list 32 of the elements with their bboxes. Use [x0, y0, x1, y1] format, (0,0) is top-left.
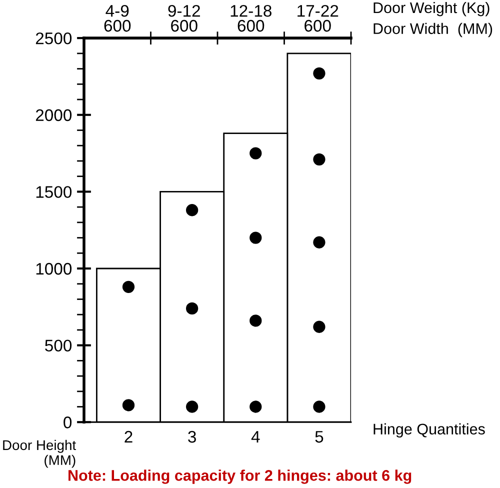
point — [313, 400, 326, 413]
x-tick-label: 5 — [315, 431, 324, 443]
point — [250, 147, 262, 160]
text: 9-12 600 — [168, 4, 200, 32]
text: 17-22 600 — [298, 4, 338, 32]
point — [313, 153, 326, 166]
text: 12-18 600 — [230, 4, 272, 32]
point — [186, 400, 198, 413]
point — [122, 399, 135, 412]
x-axis-title: Hinge Quantities — [374, 423, 485, 438]
y-tick-label: 1000 — [36, 262, 72, 275]
point — [313, 236, 326, 248]
y-tick-label: 500 — [45, 340, 72, 352]
point — [186, 204, 198, 216]
point — [313, 67, 326, 80]
point — [313, 320, 326, 333]
y-axis-title: Door Height (MM) — [3, 440, 76, 468]
text: Note: Loading capacity for 2 hinges: about 6 kg — [68, 470, 412, 484]
y-tick-label: 2000 — [36, 109, 72, 122]
point — [186, 302, 198, 315]
y-tick-label: 1500 — [36, 186, 72, 198]
point — [122, 280, 135, 294]
y-tick-label: 0 — [64, 416, 72, 428]
point — [250, 232, 262, 244]
y-tick-label: 2500 — [36, 32, 72, 44]
text: 4-9 600 — [104, 4, 131, 32]
x-tick-label: 3 — [188, 430, 196, 443]
x-tick-label: 2 — [124, 430, 132, 443]
point — [250, 314, 262, 327]
point — [250, 400, 262, 413]
x2-axis-title: Door Weight (Kg) Door Width (MM) — [374, 2, 492, 38]
x-tick-label: 4 — [251, 431, 260, 443]
